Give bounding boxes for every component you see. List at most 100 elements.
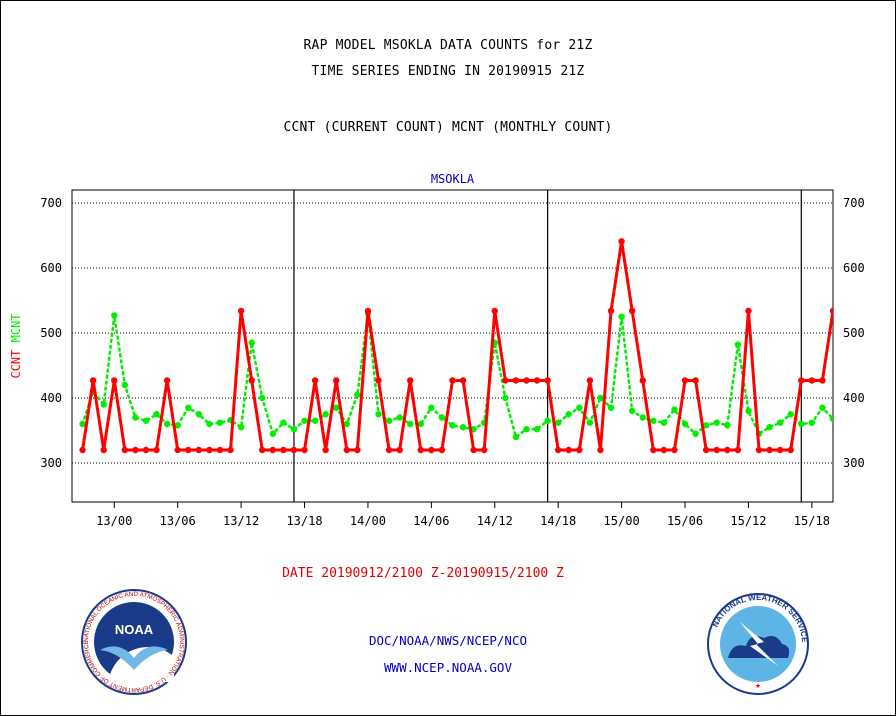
mcnt-point xyxy=(597,394,604,402)
ccnt-point xyxy=(269,446,277,454)
ccnt-point xyxy=(576,446,583,454)
plot-area xyxy=(71,189,834,503)
ccnt-point xyxy=(174,446,181,454)
mcnt-point xyxy=(449,422,456,429)
ccnt-point xyxy=(142,446,150,454)
mcnt-point xyxy=(216,419,224,426)
ccnt-point xyxy=(227,446,234,454)
ccnt-point xyxy=(671,446,678,454)
ccnt-point xyxy=(449,377,456,384)
ccnt-point xyxy=(111,377,118,384)
mcnt-point xyxy=(459,424,467,431)
noaa-logo-text: NOAA xyxy=(115,622,154,637)
y-tick-label-right: 400 xyxy=(843,391,865,405)
ccnt-point xyxy=(185,446,192,454)
ccnt-point xyxy=(512,377,520,384)
ccnt-point xyxy=(766,446,773,454)
mcnt-point xyxy=(544,417,551,424)
ccnt-point xyxy=(100,446,107,454)
mcnt-point xyxy=(280,419,287,426)
ccnt-point xyxy=(607,307,615,315)
ccnt-point xyxy=(280,446,287,454)
ccnt-point xyxy=(333,377,340,384)
svg-text:★: ★ xyxy=(755,681,761,691)
x-tick-label: 15/12 xyxy=(730,514,766,528)
mcnt-point xyxy=(607,404,615,411)
mcnt-point xyxy=(142,417,150,424)
x-tick-label: 14/18 xyxy=(540,514,576,528)
mcnt-point xyxy=(713,419,720,426)
ccnt-point xyxy=(639,377,646,384)
mcnt-point xyxy=(132,414,139,421)
y-axis-label-mcnt: MCNT xyxy=(9,313,23,349)
mcnt-point xyxy=(417,420,424,428)
ccnt-point xyxy=(470,446,477,454)
y-axis-label: CCNT MCNT xyxy=(9,313,23,378)
mcnt-point xyxy=(819,404,826,411)
mcnt-point xyxy=(745,407,752,415)
mcnt-point xyxy=(660,419,668,426)
mcnt-point xyxy=(808,419,816,426)
ccnt-point xyxy=(216,446,224,454)
ccnt-point xyxy=(819,377,826,384)
mcnt-point xyxy=(396,414,403,421)
mcnt-point xyxy=(100,401,107,408)
ccnt-point xyxy=(745,307,752,315)
y-tick-label-left: 300 xyxy=(40,456,62,470)
ccnt-point xyxy=(89,377,97,384)
mcnt-point xyxy=(702,422,710,429)
mcnt-point xyxy=(111,312,118,319)
ccnt-point xyxy=(343,446,351,454)
ccnt-point xyxy=(375,377,382,384)
ccnt-point xyxy=(417,446,424,454)
chart-title-line2: TIME SERIES ENDING IN 20190915 21Z xyxy=(311,64,585,79)
mcnt-point xyxy=(121,381,129,389)
grid-layer xyxy=(72,190,833,502)
mcnt-point xyxy=(681,420,689,428)
ccnt-point xyxy=(354,446,361,454)
mcnt-point xyxy=(354,391,361,398)
mcnt-point xyxy=(787,411,794,418)
ccnt-point xyxy=(724,446,731,454)
ccnt-point xyxy=(734,446,742,454)
ccnt-point xyxy=(713,446,720,454)
ccnt-point xyxy=(565,446,572,454)
ncep-url-link[interactable]: WWW.NCEP.NOAA.GOV xyxy=(384,660,512,675)
ccnt-point xyxy=(121,446,129,454)
ccnt-point xyxy=(301,446,308,454)
ccnt-point xyxy=(554,446,562,454)
series-group xyxy=(79,238,833,454)
org-line: DOC/NOAA/NWS/NCEP/NCO xyxy=(368,633,528,648)
ccnt-point xyxy=(491,307,498,315)
mcnt-point xyxy=(301,417,308,424)
ccnt-point xyxy=(523,377,530,384)
y-tick-label-right: 500 xyxy=(843,326,865,340)
x-tick-label: 13/18 xyxy=(286,514,322,528)
station-label: MSOKLA xyxy=(431,172,475,186)
mcnt-point xyxy=(586,419,594,426)
series-layer xyxy=(79,238,833,454)
mcnt-point xyxy=(206,420,213,428)
mcnt-point xyxy=(692,430,699,437)
ccnt-point xyxy=(364,307,372,315)
mcnt-point xyxy=(639,414,646,421)
ccnt-point xyxy=(502,377,509,384)
mcnt-point xyxy=(311,417,319,424)
ccnt-point xyxy=(618,238,625,245)
mcnt-point xyxy=(343,420,351,428)
ccnt-point xyxy=(407,377,414,384)
ccnt-point xyxy=(259,446,266,454)
ccnt-point xyxy=(195,446,203,454)
mcnt-point xyxy=(290,426,298,433)
y-tick-label-right: 700 xyxy=(843,196,865,210)
x-tick-label: 15/06 xyxy=(667,514,703,528)
ccnt-point xyxy=(237,307,245,315)
ccnt-point xyxy=(533,377,541,384)
ccnt-point xyxy=(311,377,319,384)
ccnt-point xyxy=(79,446,86,454)
ccnt-point xyxy=(153,446,160,454)
x-tick-label: 15/00 xyxy=(604,514,640,528)
mcnt-point xyxy=(650,417,657,424)
mcnt-point xyxy=(237,424,245,431)
mcnt-point xyxy=(174,422,181,429)
